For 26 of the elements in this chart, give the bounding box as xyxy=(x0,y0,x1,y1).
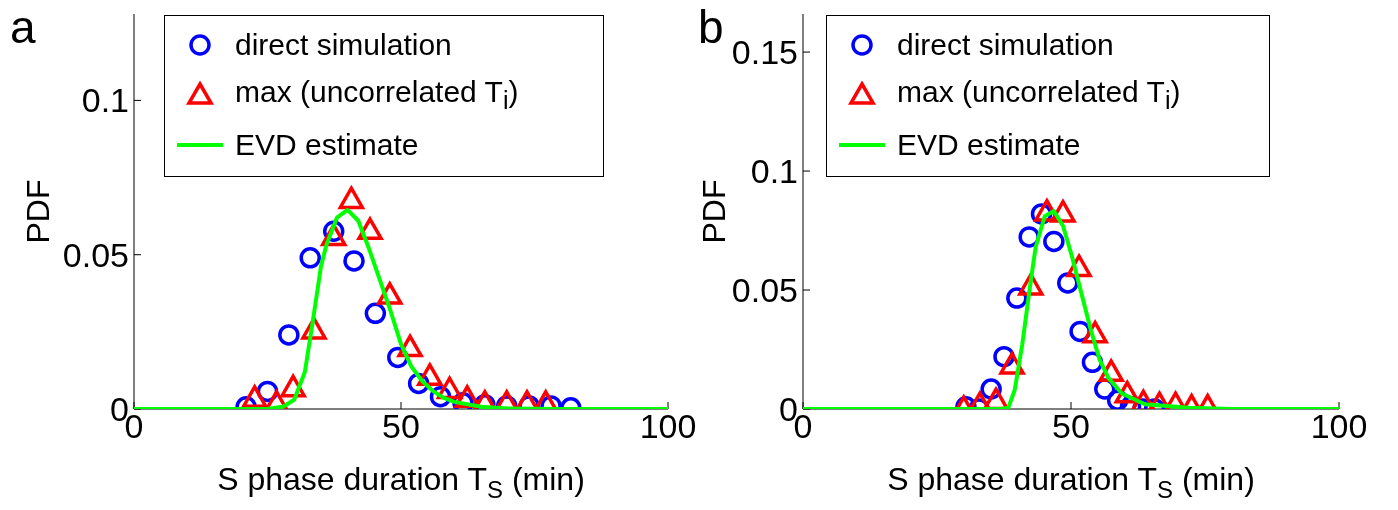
point xyxy=(241,385,268,408)
y-tick-label: 0.05 xyxy=(731,271,798,310)
y-axis-title: PDF xyxy=(696,179,732,244)
x-tick-label: 50 xyxy=(1052,407,1090,446)
x-axis-title: S phase duration T$_{S}$ (min) xyxy=(887,461,1255,504)
legend-label: direct simulation xyxy=(897,28,1114,62)
y-tick-label: 0.1 xyxy=(750,152,798,191)
legend-label: max (uncorrelated T$_{i}$) xyxy=(235,75,519,115)
legend-label: direct simulation xyxy=(235,28,452,62)
point xyxy=(299,247,321,269)
x-tick-label: 50 xyxy=(382,407,420,446)
point xyxy=(364,302,387,325)
legend-label: max (uncorrelated T$_{i}$) xyxy=(897,75,1181,115)
legend-label: EVD estimate xyxy=(897,128,1081,162)
x-tick-label: 100 xyxy=(639,407,697,446)
text: b xyxy=(698,0,724,54)
y-tick-label: 0.15 xyxy=(731,33,798,72)
y-tick-label: 0.1 xyxy=(81,81,129,120)
text: a xyxy=(10,0,36,54)
x-axis-title: S phase duration T$_{S}$ (min) xyxy=(217,461,585,504)
y-axis-title: PDF xyxy=(20,179,56,244)
y-tick-label: 0.05 xyxy=(62,235,129,274)
point xyxy=(343,250,365,272)
legend-label: EVD estimate xyxy=(235,128,419,162)
x-tick-label: 100 xyxy=(1310,407,1368,446)
point xyxy=(338,186,365,210)
